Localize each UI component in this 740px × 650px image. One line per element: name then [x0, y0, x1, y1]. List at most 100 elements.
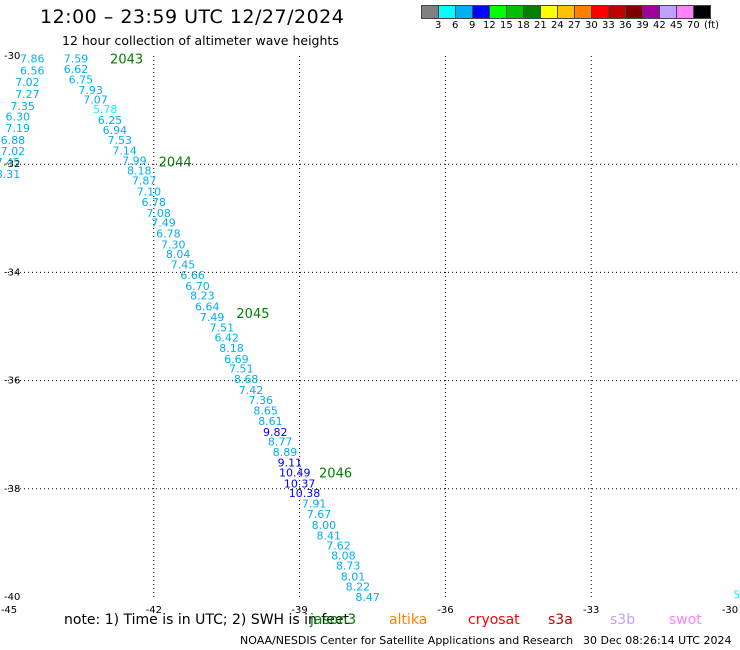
y-tick-label: -30	[4, 51, 20, 62]
swh-value: 5.78	[93, 103, 118, 116]
legend-label: 21	[534, 20, 547, 31]
legend-label: 70	[687, 20, 700, 31]
swh-value: 8.41	[317, 529, 342, 542]
swh-value: 8.47	[355, 591, 380, 604]
page-subtitle: 12 hour collection of altimeter wave hei…	[62, 33, 339, 48]
swh-value: 7.62	[326, 540, 351, 553]
swh-value: 6.78	[142, 196, 167, 209]
swh-value: 8.01	[341, 570, 366, 583]
swh-value: 7.27	[15, 88, 40, 101]
y-tick-label: -36	[4, 376, 20, 387]
swh-value: 7.19	[5, 122, 30, 135]
swh-value: 8.04	[166, 248, 191, 261]
swh-value: 8.22	[346, 581, 371, 594]
swh-value: 7.42	[239, 384, 264, 397]
swh-value: 8.73	[336, 560, 361, 573]
swh-value: 6.78	[156, 227, 181, 240]
swh-value: 7.07	[83, 93, 108, 106]
swh-value: 7.45	[171, 258, 196, 271]
swh-value: 6.30	[5, 111, 30, 124]
swh-value: 7.30	[161, 238, 186, 251]
swh-value: 9.82	[263, 426, 288, 439]
legend-label: 27	[568, 20, 581, 31]
swh-value: 6.75	[69, 73, 94, 86]
legend-label: 15	[500, 20, 513, 31]
swh-value: 6.25	[98, 114, 123, 127]
pass-number-label: 2044	[159, 155, 192, 170]
swh-value: 7.53	[108, 134, 133, 147]
y-tick-label: -38	[4, 484, 20, 495]
swh-value: 7.02	[15, 76, 40, 89]
swh-value: 8.68	[234, 373, 259, 386]
swh-value: 6.88	[1, 134, 26, 147]
generated-timestamp: 30 Dec 08:26:14 UTC 2024	[583, 634, 732, 647]
swh-value: 6.94	[103, 124, 128, 137]
swh-value: 7.49	[200, 311, 225, 324]
swh-value: 8.08	[331, 549, 356, 562]
swh-value: 9.11	[278, 456, 303, 469]
swh-value: 7.67	[307, 508, 332, 521]
swh-value: 8.65	[253, 404, 278, 417]
satellite-swot: swot	[669, 612, 702, 628]
swh-value: 7.14	[112, 145, 137, 158]
x-tick-label: -33	[583, 605, 599, 616]
swh-value: 7.99	[122, 154, 147, 167]
color-scale-legend	[421, 5, 711, 19]
swh-value: 8.89	[273, 446, 298, 459]
swh-value: 6.62	[64, 63, 89, 76]
x-tick-label: -39	[291, 605, 307, 616]
satellite-jason3: jason3	[310, 612, 357, 628]
swh-value: 7.93	[78, 84, 103, 97]
x-tick-label: -45	[1, 605, 17, 616]
swh-value: 8.18	[127, 165, 152, 178]
legend-label: 39	[636, 20, 649, 31]
swh-value: 8.00	[312, 519, 337, 532]
page-title: 12:00 – 23:59 UTC 12/27/2024	[40, 6, 345, 28]
swh-value: 6.56	[20, 65, 45, 78]
swh-value: 6.70	[185, 280, 210, 293]
legend-label: 12	[483, 20, 496, 31]
pass-number-label: 2046	[319, 467, 352, 482]
swh-value: 6.64	[195, 300, 220, 313]
swh-value: 8.61	[258, 415, 283, 428]
legend-label: 9	[469, 20, 476, 31]
y-tick-label: -32	[4, 159, 20, 170]
swh-value: 7.87	[132, 174, 157, 187]
y-tick-label: -40	[4, 592, 20, 603]
swh-value: 8.77	[268, 436, 293, 449]
swh-value: 7.86	[20, 53, 45, 66]
pass-number-label: 2045	[236, 307, 269, 322]
swh-value: 8.18	[219, 342, 244, 355]
color-scale-labels: 3 6 9 12 15 18 21 24 27 30 33 36 39 42 45 70 (ft)	[421, 20, 740, 34]
legend-swatch	[693, 5, 711, 19]
satellite-s3a: s3a	[548, 612, 573, 628]
swh-value: 7.49	[151, 217, 176, 230]
swh-value: 7.36	[248, 394, 273, 407]
x-tick-label: -36	[437, 605, 453, 616]
legend-label: 30	[585, 20, 598, 31]
swh-value: 7.51	[210, 322, 235, 335]
x-tick-label: -30	[722, 605, 738, 616]
swh-value: 7.35	[10, 100, 35, 113]
swh-value: 7.02	[1, 145, 26, 158]
swh-value: 6.42	[214, 331, 239, 344]
y-tick-label: -34	[4, 267, 20, 278]
legend-label: 24	[551, 20, 564, 31]
swh-value: 10.49	[279, 467, 311, 480]
swh-value: 7.45	[0, 156, 20, 169]
swh-value: 7.51	[229, 363, 254, 376]
satellite-altika: altika	[389, 612, 428, 628]
swh-value: 10.38	[289, 487, 321, 500]
swh-value: 7.59	[64, 53, 89, 66]
pass-number-label: 2043	[110, 53, 143, 68]
credit-line: NOAA/NESDIS Center for Satellite Applica…	[240, 634, 574, 647]
legend-label: 3	[435, 20, 442, 31]
legend-label: 33	[602, 20, 615, 31]
legend-label: 18	[517, 20, 530, 31]
swh-value: 8.23	[190, 290, 215, 303]
swh-value: 7.91	[302, 497, 327, 510]
swh-value: 7.08	[146, 207, 171, 220]
legend-label: 45	[670, 20, 683, 31]
swh-value: 6.69	[224, 353, 249, 366]
